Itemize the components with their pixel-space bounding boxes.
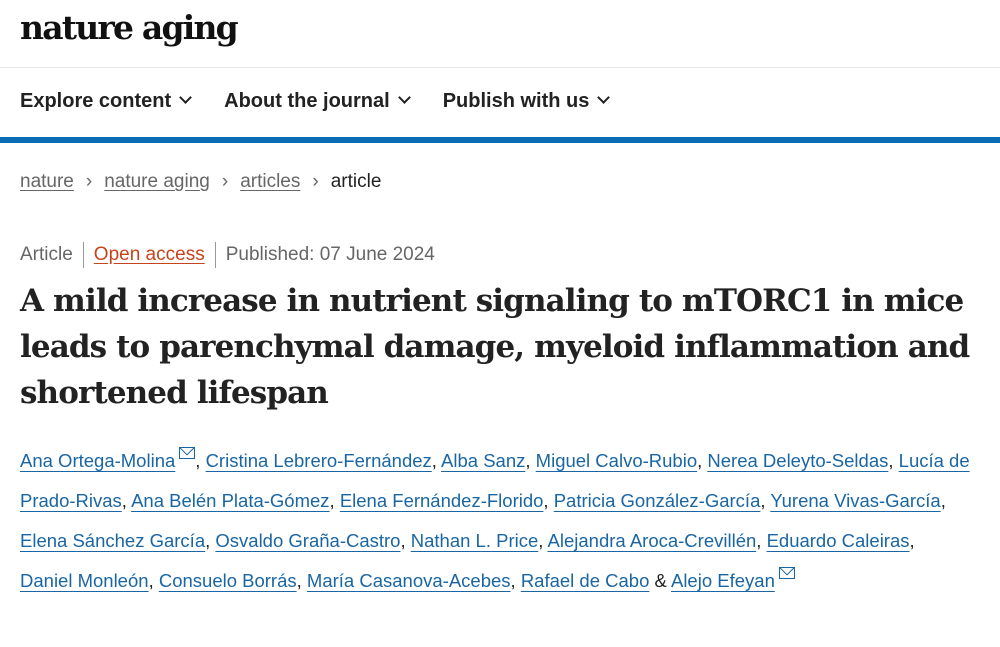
author-separator: ,: [121, 490, 132, 511]
author-separator: ,: [543, 490, 554, 511]
chevron-right-icon: ›: [221, 171, 229, 192]
author-link[interactable]: Elena Fernández-Florido: [339, 490, 544, 511]
chevron-right-icon: ›: [85, 171, 93, 192]
author-separator: ,: [195, 450, 206, 471]
author-link[interactable]: Daniel Monleón: [20, 570, 149, 591]
author-link[interactable]: Eduardo Caleiras: [766, 530, 910, 551]
author-link[interactable]: Alba Sanz: [441, 450, 526, 471]
chevron-right-icon: ›: [312, 171, 319, 192]
divider: [0, 67, 1000, 68]
author-separator: ,: [756, 530, 767, 551]
author-link[interactable]: María Casanova-Acebes: [306, 570, 511, 591]
published-date: Published: 07 June 2024: [225, 244, 435, 265]
author-link[interactable]: Osvaldo Graña-Castro: [215, 530, 401, 551]
open-access-link[interactable]: Open access: [93, 244, 205, 265]
author-link[interactable]: Lucía de Prado-Rivas: [20, 450, 970, 511]
nav-publish-with-us[interactable]: Publish with us: [443, 90, 611, 113]
chevron-down-icon: [179, 91, 193, 104]
author-link[interactable]: Consuelo Borrás: [158, 570, 297, 591]
article-meta: Article Open access Published: 07 June 2…: [20, 242, 435, 268]
author-separator: ,: [909, 530, 915, 551]
email-icon[interactable]: [179, 447, 196, 459]
author-link[interactable]: Elena Sánchez García: [20, 530, 206, 551]
author-separator: ,: [760, 490, 771, 511]
breadcrumb-current: article: [330, 171, 382, 192]
author-separator: ,: [329, 490, 340, 511]
article-title: A mild increase in nutrient signaling to…: [20, 283, 970, 411]
journal-logo[interactable]: nature aging: [20, 8, 239, 47]
author-list: Ana Ortega-Molina, Cristina Lebrero-Fern…: [20, 441, 970, 601]
email-icon[interactable]: [778, 567, 795, 579]
article-type: Article: [20, 244, 73, 265]
divider: [214, 242, 216, 268]
author-link[interactable]: Nerea Deleyto-Seldas: [707, 450, 889, 471]
author-separator: ,: [888, 450, 899, 471]
author-separator: &: [649, 570, 671, 591]
author-link[interactable]: Rafael de Cabo: [520, 570, 650, 591]
breadcrumb-articles[interactable]: articles: [240, 171, 301, 192]
author-link[interactable]: Ana Ortega-Molina: [20, 450, 176, 471]
chevron-down-icon: [597, 91, 611, 104]
author-separator: ,: [510, 570, 521, 591]
author-separator: ,: [296, 570, 307, 591]
author-separator: ,: [538, 530, 548, 551]
author-link[interactable]: Ana Belén Plata-Gómez: [131, 490, 330, 511]
breadcrumb-nature[interactable]: nature: [20, 171, 74, 192]
author-link[interactable]: Alejandra Aroca-Crevillén: [547, 530, 757, 551]
author-separator: ,: [431, 450, 442, 471]
nav-explore-content[interactable]: Explore content: [20, 90, 193, 113]
divider: [82, 242, 84, 268]
author-separator: ,: [525, 450, 536, 471]
breadcrumb-nature-aging[interactable]: nature aging: [104, 171, 210, 192]
author-separator: ,: [205, 530, 216, 551]
breadcrumb: nature › nature aging › articles › article: [20, 171, 381, 193]
author-separator: ,: [400, 530, 411, 551]
author-link[interactable]: Alejo Efeyan: [670, 570, 775, 591]
author-link[interactable]: Patricia González-García: [553, 490, 761, 511]
author-link[interactable]: Nathan L. Price: [410, 530, 539, 551]
author-link[interactable]: Cristina Lebrero-Fernández: [205, 450, 432, 471]
author-separator: ,: [940, 490, 946, 511]
main-nav: Explore content About the journal Publis…: [20, 90, 611, 113]
author-link[interactable]: Miguel Calvo-Rubio: [535, 450, 698, 471]
author-separator: ,: [697, 450, 708, 471]
nav-about-journal[interactable]: About the journal: [224, 90, 411, 113]
chevron-down-icon: [397, 91, 411, 104]
author-link[interactable]: Yurena Vivas-García: [770, 490, 941, 511]
accent-bar: [0, 137, 1000, 143]
author-separator: ,: [148, 570, 159, 591]
